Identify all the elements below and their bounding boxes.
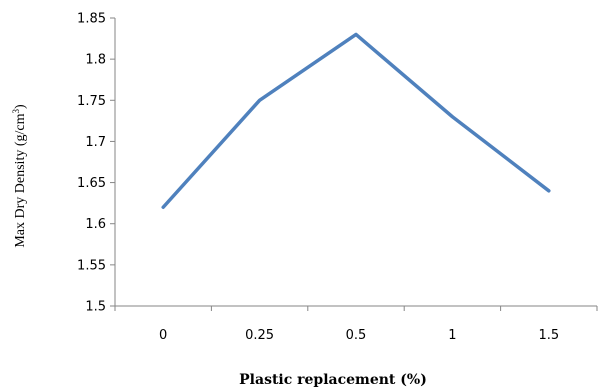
x-axis-ticks: 0 0.25 0.5 1 1.5 <box>114 306 598 343</box>
y-axis-label-text: Max Dry Density (g/cm <box>13 113 28 247</box>
y-tick-label: 1.6 <box>85 217 106 232</box>
x-tick-label: 0.5 <box>346 328 367 343</box>
y-tick-label: 1.65 <box>77 176 106 191</box>
x-tick-label: 0.25 <box>245 328 274 343</box>
y-axis-label-suffix: ) <box>13 104 28 109</box>
y-tick-label: 1.85 <box>77 12 106 27</box>
y-tick-label: 1.8 <box>85 53 106 68</box>
y-tick-label: 1.55 <box>77 258 106 273</box>
x-tick-label: 1 <box>448 328 456 343</box>
y-tick-label: 1.5 <box>85 300 106 315</box>
series-line <box>161 32 551 210</box>
x-axis-label: Plastic replacement (%) <box>239 372 427 388</box>
y-tick-label: 1.7 <box>85 135 106 150</box>
y-tick-label: 1.75 <box>77 94 106 109</box>
x-tick-label: 0 <box>159 328 167 343</box>
y-axis-label-superscript: 3 <box>11 109 21 114</box>
y-axis-label: Max Dry Density (g/cm3) <box>11 104 28 248</box>
y-axis-ticks: 1.5 1.55 1.6 1.65 1.7 1.75 1.8 1.85 <box>77 12 115 315</box>
x-tick-label: 1.5 <box>538 328 559 343</box>
